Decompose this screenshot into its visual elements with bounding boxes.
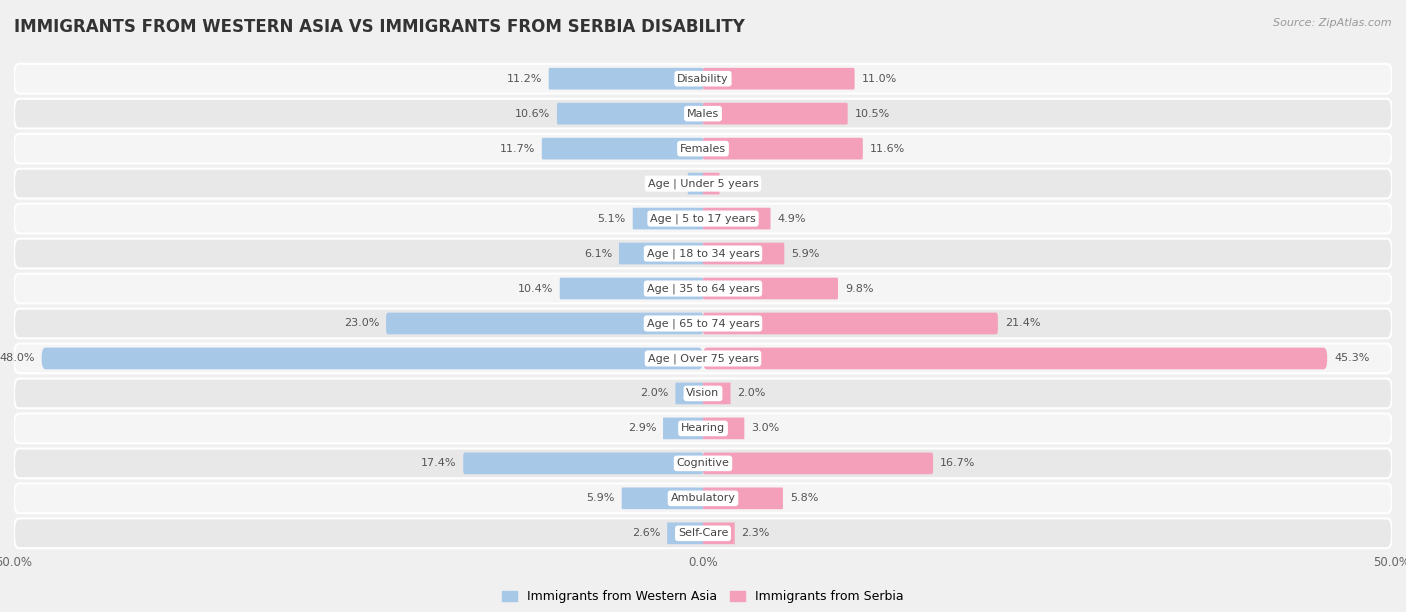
Text: 16.7%: 16.7% [941, 458, 976, 468]
FancyBboxPatch shape [14, 239, 1392, 269]
Text: 6.1%: 6.1% [583, 248, 612, 258]
Text: Self-Care: Self-Care [678, 528, 728, 539]
FancyBboxPatch shape [14, 308, 1392, 338]
FancyBboxPatch shape [703, 382, 731, 405]
FancyBboxPatch shape [703, 173, 720, 195]
Text: 23.0%: 23.0% [344, 318, 380, 329]
FancyBboxPatch shape [703, 452, 934, 474]
Text: 2.0%: 2.0% [640, 389, 669, 398]
Text: Females: Females [681, 144, 725, 154]
Text: Vision: Vision [686, 389, 720, 398]
FancyBboxPatch shape [703, 488, 783, 509]
FancyBboxPatch shape [14, 169, 1392, 198]
Text: 2.0%: 2.0% [738, 389, 766, 398]
Text: 21.4%: 21.4% [1005, 318, 1040, 329]
Text: Age | 18 to 34 years: Age | 18 to 34 years [647, 248, 759, 259]
FancyBboxPatch shape [703, 207, 770, 230]
Text: 11.6%: 11.6% [870, 144, 905, 154]
Text: Ambulatory: Ambulatory [671, 493, 735, 503]
FancyBboxPatch shape [621, 488, 703, 509]
Text: 3.0%: 3.0% [751, 424, 779, 433]
Text: Males: Males [688, 109, 718, 119]
Text: 2.6%: 2.6% [631, 528, 661, 539]
Text: Age | 35 to 64 years: Age | 35 to 64 years [647, 283, 759, 294]
FancyBboxPatch shape [688, 173, 703, 195]
Text: 5.9%: 5.9% [586, 493, 614, 503]
FancyBboxPatch shape [14, 483, 1392, 513]
Text: 10.6%: 10.6% [515, 109, 550, 119]
FancyBboxPatch shape [703, 523, 735, 544]
FancyBboxPatch shape [14, 99, 1392, 129]
FancyBboxPatch shape [14, 379, 1392, 408]
FancyBboxPatch shape [703, 68, 855, 89]
Text: 1.2%: 1.2% [727, 179, 755, 188]
FancyBboxPatch shape [14, 414, 1392, 443]
FancyBboxPatch shape [541, 138, 703, 160]
FancyBboxPatch shape [619, 243, 703, 264]
Text: Age | 65 to 74 years: Age | 65 to 74 years [647, 318, 759, 329]
Text: 10.4%: 10.4% [517, 283, 553, 294]
Text: 2.3%: 2.3% [741, 528, 770, 539]
FancyBboxPatch shape [42, 348, 703, 369]
FancyBboxPatch shape [703, 243, 785, 264]
FancyBboxPatch shape [557, 103, 703, 124]
FancyBboxPatch shape [633, 207, 703, 230]
Legend: Immigrants from Western Asia, Immigrants from Serbia: Immigrants from Western Asia, Immigrants… [498, 585, 908, 608]
Text: Source: ZipAtlas.com: Source: ZipAtlas.com [1274, 18, 1392, 28]
FancyBboxPatch shape [560, 278, 703, 299]
FancyBboxPatch shape [463, 452, 703, 474]
FancyBboxPatch shape [664, 417, 703, 439]
Text: Hearing: Hearing [681, 424, 725, 433]
FancyBboxPatch shape [387, 313, 703, 334]
FancyBboxPatch shape [548, 68, 703, 89]
FancyBboxPatch shape [668, 523, 703, 544]
Text: 11.7%: 11.7% [499, 144, 534, 154]
FancyBboxPatch shape [703, 138, 863, 160]
Text: 10.5%: 10.5% [855, 109, 890, 119]
Text: 5.1%: 5.1% [598, 214, 626, 223]
FancyBboxPatch shape [14, 274, 1392, 304]
FancyBboxPatch shape [675, 382, 703, 405]
Text: IMMIGRANTS FROM WESTERN ASIA VS IMMIGRANTS FROM SERBIA DISABILITY: IMMIGRANTS FROM WESTERN ASIA VS IMMIGRAN… [14, 18, 745, 36]
Text: 48.0%: 48.0% [0, 354, 35, 364]
FancyBboxPatch shape [14, 449, 1392, 478]
Text: 11.0%: 11.0% [862, 73, 897, 84]
FancyBboxPatch shape [703, 417, 744, 439]
Text: 1.1%: 1.1% [652, 179, 681, 188]
Text: 5.9%: 5.9% [792, 248, 820, 258]
Text: 5.8%: 5.8% [790, 493, 818, 503]
Text: 45.3%: 45.3% [1334, 354, 1369, 364]
Text: Cognitive: Cognitive [676, 458, 730, 468]
FancyBboxPatch shape [703, 348, 1327, 369]
Text: 2.9%: 2.9% [627, 424, 657, 433]
FancyBboxPatch shape [14, 204, 1392, 233]
Text: 4.9%: 4.9% [778, 214, 806, 223]
FancyBboxPatch shape [14, 343, 1392, 373]
FancyBboxPatch shape [14, 64, 1392, 94]
Text: 11.2%: 11.2% [506, 73, 541, 84]
FancyBboxPatch shape [14, 134, 1392, 163]
FancyBboxPatch shape [703, 313, 998, 334]
Text: Age | Over 75 years: Age | Over 75 years [648, 353, 758, 364]
FancyBboxPatch shape [703, 278, 838, 299]
Text: Age | Under 5 years: Age | Under 5 years [648, 178, 758, 189]
Text: 17.4%: 17.4% [420, 458, 457, 468]
FancyBboxPatch shape [703, 103, 848, 124]
Text: 9.8%: 9.8% [845, 283, 873, 294]
FancyBboxPatch shape [14, 518, 1392, 548]
Text: Disability: Disability [678, 73, 728, 84]
Text: Age | 5 to 17 years: Age | 5 to 17 years [650, 214, 756, 224]
